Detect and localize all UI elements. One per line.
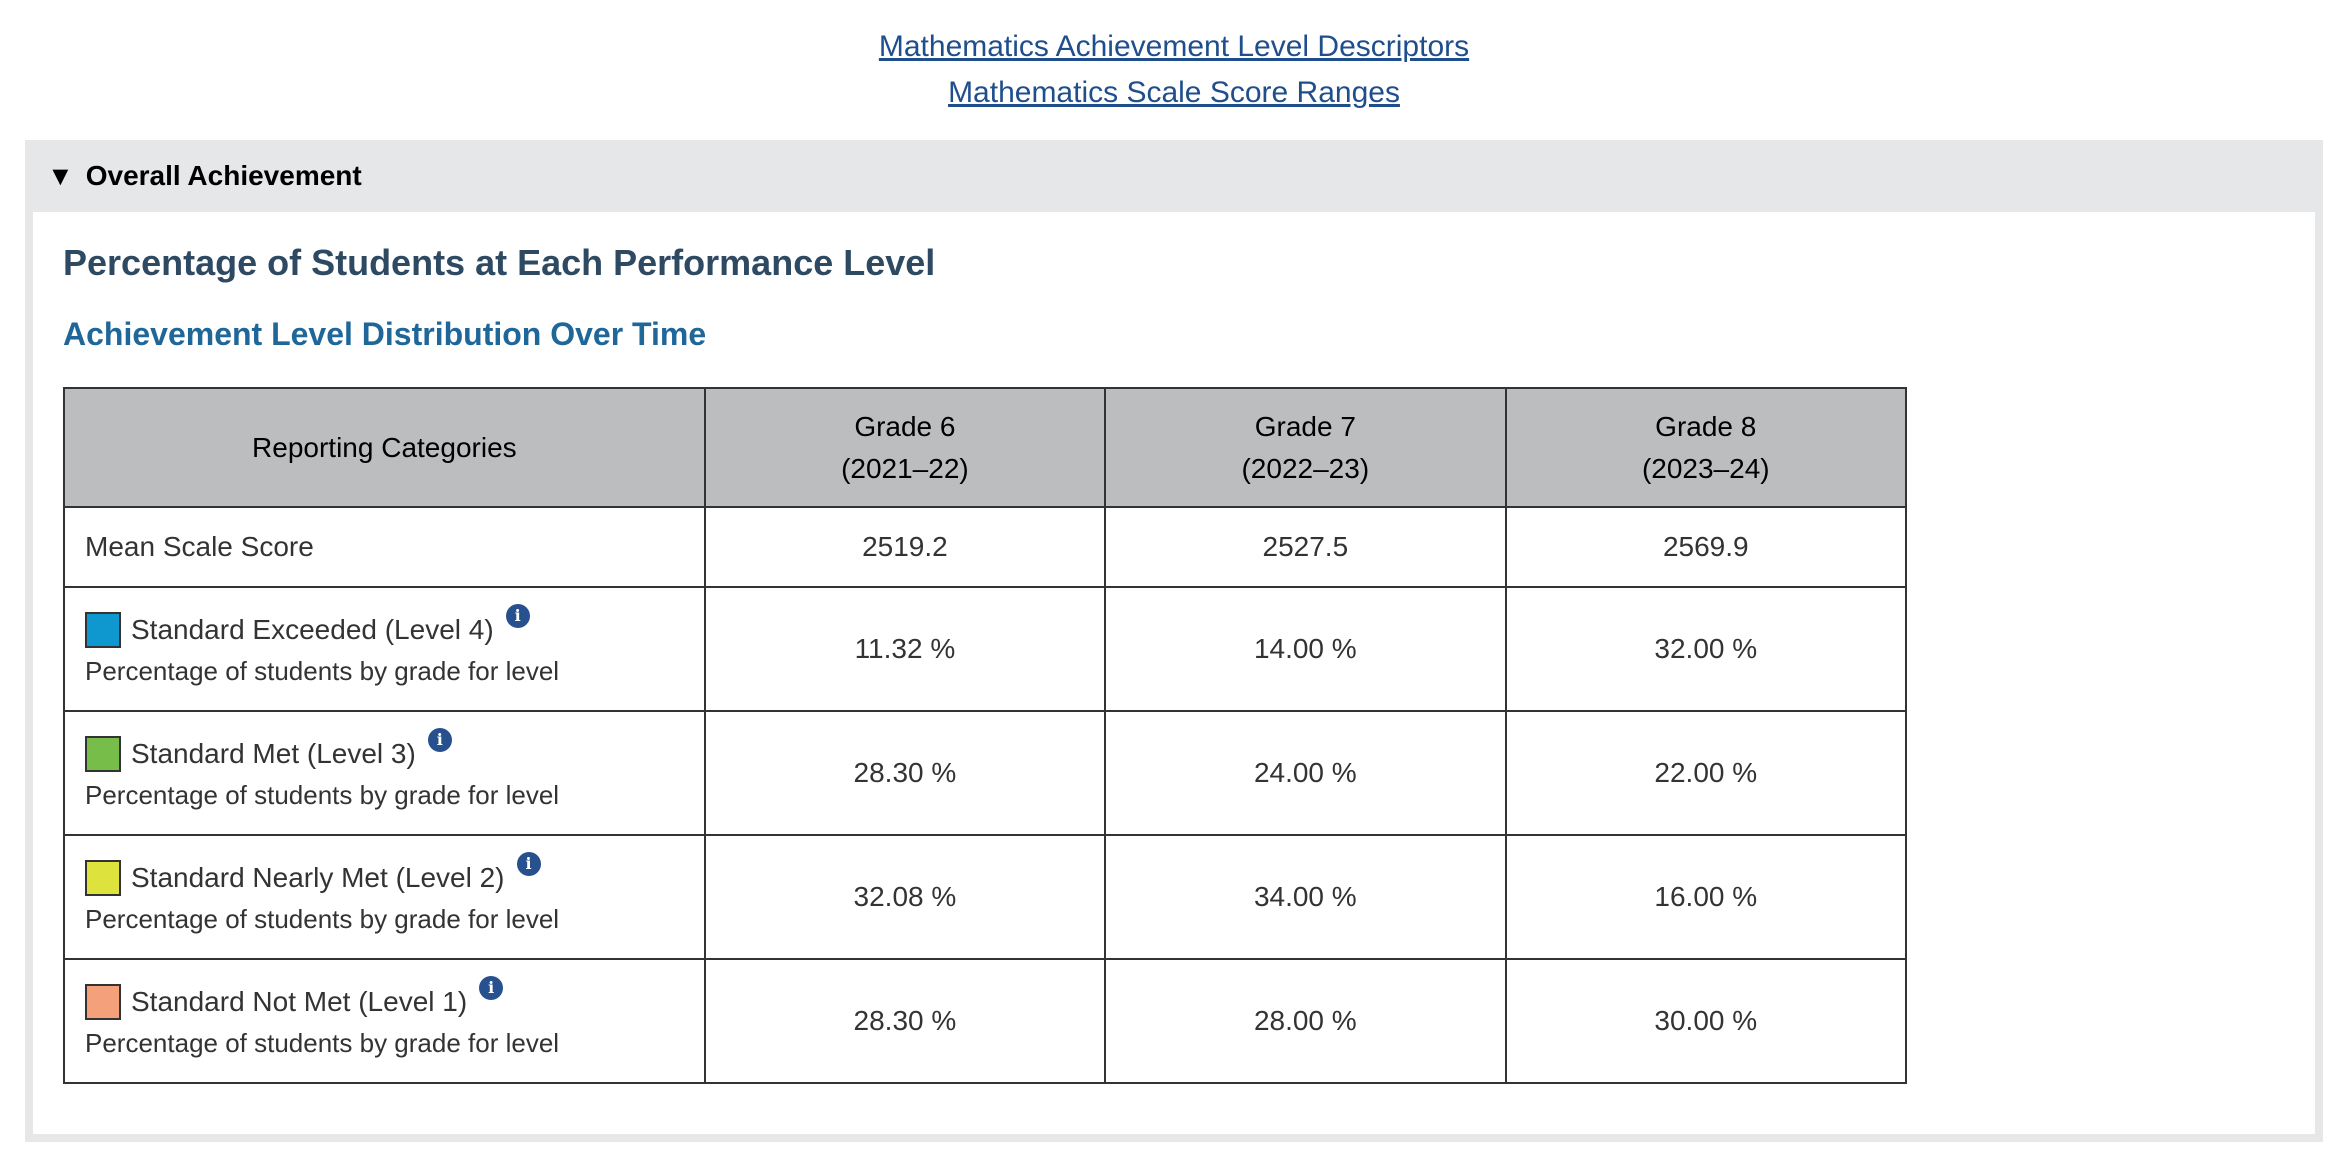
level-2-color-swatch	[85, 859, 121, 896]
level-category-cell: Standard Exceeded (Level 4) i Percentage…	[63, 586, 706, 712]
table-row-level-1: Standard Not Met (Level 1) i Percentage …	[63, 958, 1908, 1084]
mean-scale-score-label: Mean Scale Score	[63, 506, 706, 588]
level-category-cell: Standard Nearly Met (Level 2) i Percenta…	[63, 834, 706, 960]
level-category-cell: Standard Met (Level 3) i Percentage of s…	[63, 710, 706, 836]
level-sublabel: Percentage of students by grade for leve…	[85, 779, 560, 810]
scale-score-ranges-link[interactable]: Mathematics Scale Score Ranges	[948, 76, 1400, 109]
table-cell-value: 32.00 %	[1504, 586, 1908, 712]
caret-down-icon: ▼	[47, 160, 74, 191]
table-cell-value: 30.00 %	[1504, 958, 1908, 1084]
level-3-color-swatch	[85, 735, 121, 772]
table-cell-value: 28.00 %	[1104, 958, 1507, 1084]
table-cell-value: 16.00 %	[1504, 834, 1908, 960]
level-1-color-swatch	[85, 983, 121, 1020]
info-icon[interactable]: i	[427, 727, 452, 752]
level-4-color-swatch	[85, 611, 121, 648]
panel-title: Overall Achievement	[85, 160, 362, 191]
page-heading: Percentage of Students at Each Performan…	[63, 242, 936, 283]
level-sublabel: Percentage of students by grade for leve…	[85, 1027, 560, 1058]
section-subheading: Achievement Level Distribution Over Time	[63, 316, 707, 352]
table-row-level-3: Standard Met (Level 3) i Percentage of s…	[63, 710, 1908, 836]
level-sublabel: Percentage of students by grade for leve…	[85, 903, 560, 934]
level-label: Standard Nearly Met (Level 2)	[131, 861, 505, 893]
info-icon[interactable]: i	[479, 975, 504, 1000]
level-label: Standard Met (Level 3)	[131, 737, 416, 769]
overall-achievement-panel: ▼ Overall Achievement Percentage of Stud…	[25, 140, 2323, 1142]
table-cell-value: 28.30 %	[703, 710, 1107, 836]
table-cell-value: 32.08 %	[703, 834, 1107, 960]
achievement-level-descriptors-link[interactable]: Mathematics Achievement Level Descriptor…	[878, 30, 1470, 63]
table-row-level-4: Standard Exceeded (Level 4) i Percentage…	[63, 586, 1908, 712]
header-year-label: (2022–23)	[1241, 452, 1370, 484]
header-year-label: (2021–22)	[841, 452, 969, 484]
header-grade-label: Grade 8	[1655, 410, 1757, 442]
table-cell-value: 2519.2	[703, 506, 1107, 588]
header-year-label: (2023–24)	[1641, 452, 1770, 484]
table-cell-value: 2569.9	[1504, 506, 1908, 588]
table-cell-value: 14.00 %	[1104, 586, 1507, 712]
level-sublabel: Percentage of students by grade for leve…	[85, 655, 560, 686]
table-cell-value: 11.32 %	[703, 586, 1107, 712]
header-grade-label: Grade 7	[1254, 410, 1356, 442]
table-cell-value: 28.30 %	[703, 958, 1107, 1084]
level-category-cell: Standard Not Met (Level 1) i Percentage …	[63, 958, 706, 1084]
header-grade-6: Grade 6 (2021–22)	[703, 387, 1107, 508]
table-cell-value: 22.00 %	[1504, 710, 1908, 836]
level-label: Standard Exceeded (Level 4)	[131, 613, 494, 645]
table-row-level-2: Standard Nearly Met (Level 2) i Percenta…	[63, 834, 1908, 960]
table-cell-value: 24.00 %	[1104, 710, 1507, 836]
header-reporting-categories: Reporting Categories	[63, 387, 706, 508]
level-label: Standard Not Met (Level 1)	[131, 985, 468, 1017]
overall-achievement-toggle[interactable]: ▼ Overall Achievement	[25, 140, 2323, 212]
header-grade-label: Grade 6	[854, 410, 956, 442]
header-grade-7: Grade 7 (2022–23)	[1104, 387, 1507, 508]
table-cell-value: 34.00 %	[1104, 834, 1507, 960]
achievement-distribution-table: Reporting Categories Grade 6 (2021–22) G…	[63, 387, 1908, 1084]
info-icon[interactable]: i	[505, 603, 530, 628]
table-row-mean-scale-score: Mean Scale Score 2519.2 2527.5 2569.9	[63, 506, 1908, 588]
table-header-row: Reporting Categories Grade 6 (2021–22) G…	[63, 387, 1908, 508]
panel-body: Percentage of Students at Each Performan…	[33, 212, 2315, 1134]
resource-links: Mathematics Achievement Level Descriptor…	[0, 24, 2348, 116]
info-icon[interactable]: i	[516, 851, 541, 876]
header-grade-8: Grade 8 (2023–24)	[1504, 387, 1908, 508]
table-cell-value: 2527.5	[1104, 506, 1507, 588]
